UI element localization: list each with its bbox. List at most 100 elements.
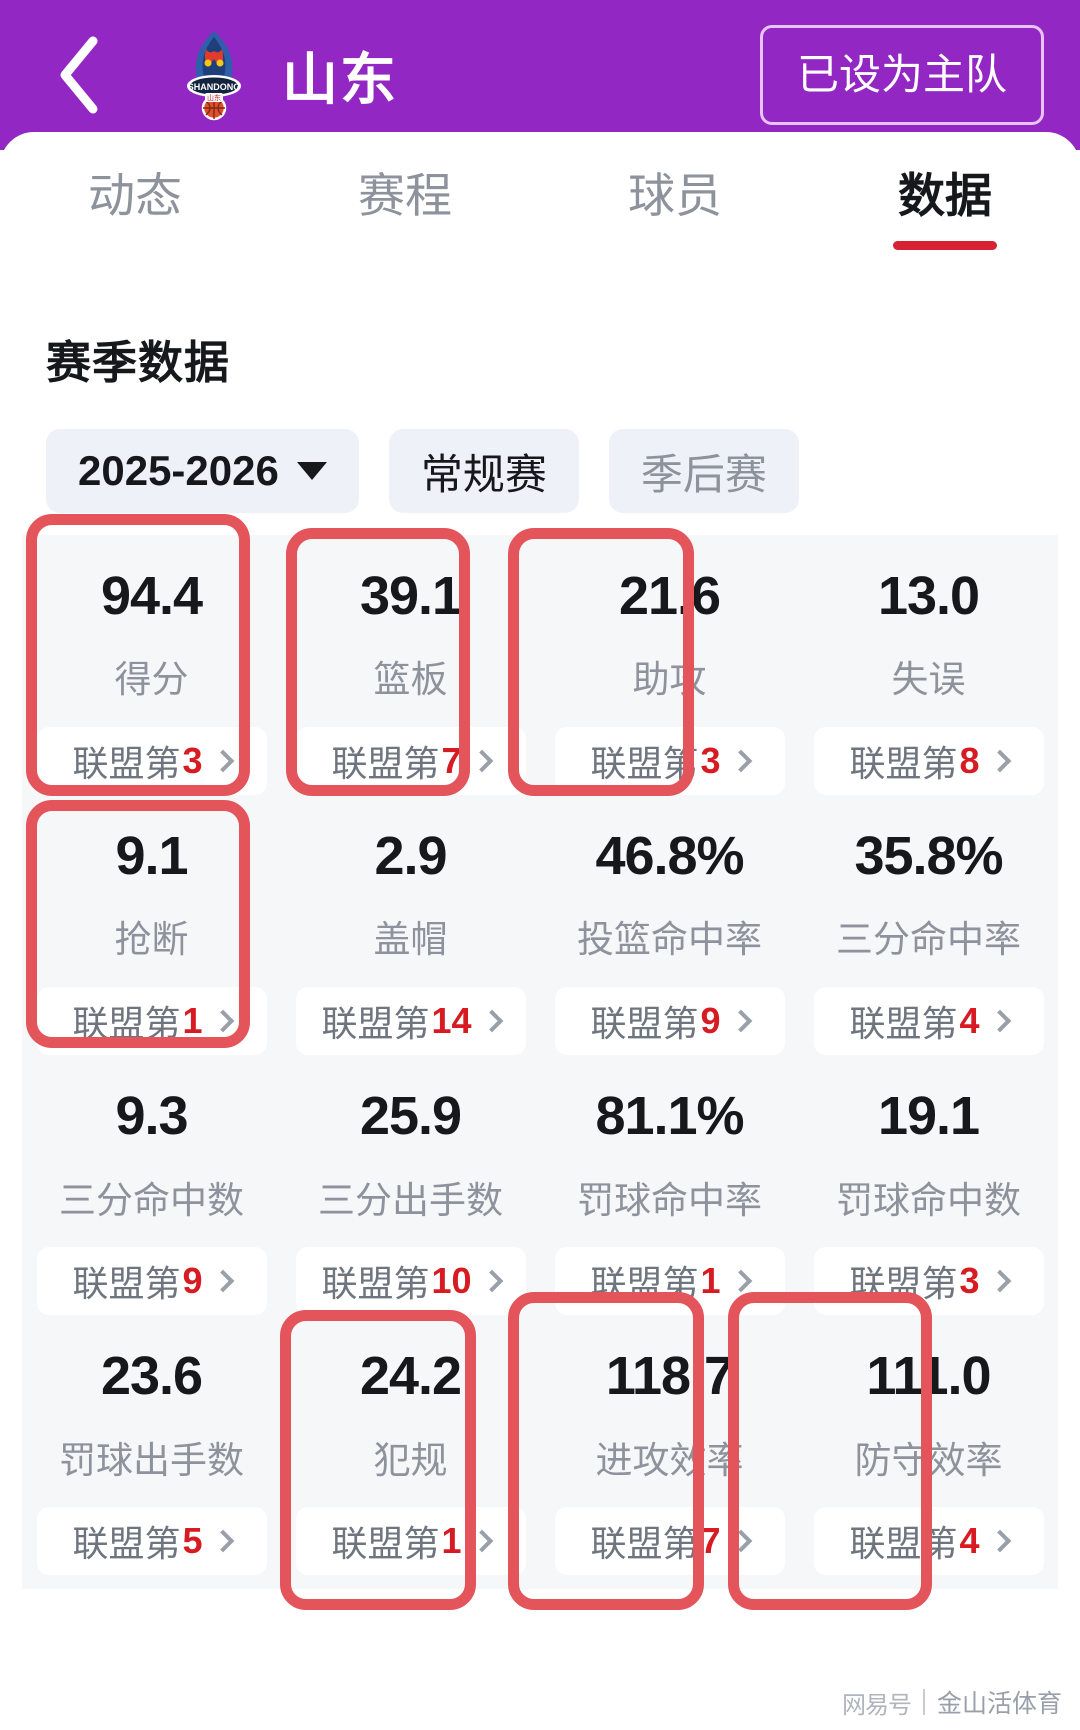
filter-regular-season[interactable]: 常规赛 (388, 429, 579, 513)
stat-label: 得分 (114, 659, 189, 701)
stat-cell: 9.1 抢断 联盟第 1 (22, 809, 281, 1069)
dragon-crest-icon: SHANDONG 山东 (187, 31, 241, 121)
stat-rank-pill[interactable]: 联盟第 9 (36, 1247, 267, 1316)
season-dropdown[interactable]: 2025-2026 (46, 429, 359, 513)
filter-row: 2025-2026 常规赛 季后赛 (46, 429, 1080, 513)
chevron-right-icon (729, 1009, 752, 1033)
stat-cell: 2.9 盖帽 联盟第 14 (281, 809, 540, 1069)
rank-number: 9 (182, 1260, 203, 1302)
stat-cell: 24.2 犯规 联盟第 1 (281, 1329, 540, 1589)
chevron-right-icon (988, 749, 1011, 773)
stat-value: 9.3 (115, 1086, 188, 1147)
tab-qiuyuan[interactable]: 球员 (540, 168, 810, 224)
stat-cell: 25.9 三分出手数联盟第 10 (281, 1069, 540, 1329)
stat-rank-pill[interactable]: 联盟第 1 (295, 1507, 526, 1576)
chevron-right-icon (211, 1529, 234, 1553)
stat-rank-pill[interactable]: 联盟第 1 (36, 987, 267, 1056)
rank-prefix: 联盟第 (72, 743, 181, 785)
tab-shuju[interactable]: 数据 (810, 168, 1080, 251)
filter-playoffs[interactable]: 季后赛 (608, 429, 799, 513)
rank-prefix: 联盟第 (72, 1263, 181, 1305)
tab-dongtai[interactable]: 动态 (0, 168, 270, 224)
rank-number: 1 (182, 1000, 203, 1042)
stat-cell: 23.6 罚球出手数 联盟第 5 (22, 1329, 281, 1589)
stat-label: 三分出手数 (318, 1179, 503, 1221)
section-title: 赛季数据 (46, 337, 231, 388)
rank-prefix: 联盟第 (849, 1523, 958, 1565)
chevron-right-icon (729, 749, 752, 773)
chevron-right-icon (470, 1529, 493, 1553)
stat-label: 三分命中数 (59, 1179, 244, 1221)
active-tab-indicator (893, 241, 997, 251)
stat-value: 21.6 (618, 566, 721, 626)
stat-rank-pill[interactable]: 联盟第 4 (813, 1507, 1044, 1576)
rank-number: 5 (182, 1520, 203, 1562)
chevron-right-icon (211, 1009, 234, 1033)
rank-number: 1 (441, 1520, 462, 1562)
rank-prefix: 联盟第 (849, 1263, 958, 1305)
rank-prefix: 联盟第 (331, 1523, 440, 1565)
set-home-team-button[interactable]: 已设为主队 (759, 25, 1044, 125)
rank-prefix: 联盟第 (321, 1263, 430, 1305)
stat-label: 罚球命中数 (836, 1179, 1021, 1221)
rank-number: 14 (431, 1000, 472, 1042)
stat-cell: 35.8% 三分命中率 联盟第 4 (799, 809, 1058, 1069)
tab-label: 数据 (898, 169, 992, 222)
stat-value: 39.1 (359, 566, 462, 626)
stat-rank-pill[interactable]: 联盟第 3 (36, 727, 267, 796)
stat-cell: 46.8% 投篮命中率 联盟第 9 (540, 809, 799, 1069)
rank-number: 4 (959, 1000, 980, 1042)
stat-value: 25.9 (359, 1086, 462, 1147)
rank-prefix: 联盟第 (72, 1523, 181, 1565)
stat-label: 助攻 (632, 659, 707, 701)
tab-saicheng[interactable]: 赛程 (270, 168, 540, 224)
rank-prefix: 联盟第 (590, 1003, 699, 1045)
stat-cell: 81.1% 罚球命中率 联盟第 1 (540, 1069, 799, 1329)
stat-label: 篮板 (373, 659, 448, 701)
stat-rank-pill[interactable]: 联盟第 4 (813, 987, 1044, 1056)
rank-prefix: 联盟第 (849, 1003, 958, 1045)
stat-rank-pill[interactable]: 联盟第 8 (813, 727, 1044, 796)
stat-cell: 111.0 防守效率 联盟第 4 (799, 1329, 1058, 1589)
rank-number: 3 (182, 740, 203, 782)
rank-number: 7 (441, 740, 462, 782)
rank-prefix: 联盟第 (590, 1263, 699, 1305)
svg-text:SHANDONG: SHANDONG (188, 82, 241, 92)
stat-label: 三分命中率 (836, 919, 1021, 961)
stat-rank-pill[interactable]: 联盟第 5 (36, 1507, 267, 1576)
stat-rank-pill[interactable]: 联盟第 1 (554, 1247, 785, 1316)
chevron-right-icon (988, 1009, 1011, 1033)
rank-prefix: 联盟第 (331, 743, 440, 785)
season-dropdown-label: 2025-2026 (78, 447, 279, 494)
tab-bar-container: 动态 赛程 球员 数据 (0, 132, 1080, 280)
back-button[interactable] (44, 32, 114, 118)
stat-value: 118.7 (605, 1346, 734, 1407)
chevron-right-icon (480, 1269, 503, 1293)
stat-cell: 19.1 罚球命中数 联盟第 3 (799, 1069, 1058, 1329)
stat-value: 46.8% (595, 826, 744, 887)
stat-label: 失误 (891, 659, 966, 701)
app-header: SHANDONG 山东 山东 已设为主队 (0, 0, 1080, 150)
stat-rank-pill[interactable]: 联盟第 7 (295, 727, 526, 796)
watermark-platform: 网易号 (841, 1691, 912, 1719)
stat-rank-pill[interactable]: 联盟第 3 (813, 1247, 1044, 1316)
season-stats-grid: 94.4 得分 联盟第 3 39.1 篮板 联盟第 7 21.6 助攻 联盟第 3 13.0 失误 联盟第 8… (22, 535, 1058, 1590)
chevron-right-icon (470, 749, 493, 773)
stat-rank-pill[interactable]: 联盟第 7 (554, 1507, 785, 1576)
stat-rank-pill[interactable]: 联盟第 14 (295, 987, 526, 1056)
stat-rank-pill[interactable]: 联盟第 10 (295, 1247, 526, 1316)
stat-rank-pill[interactable]: 联盟第 9 (554, 987, 785, 1056)
team-logo: SHANDONG 山东 (172, 29, 256, 121)
page-title: 山东 (282, 47, 398, 111)
rank-number: 4 (959, 1520, 980, 1562)
rank-prefix: 联盟第 (849, 743, 958, 785)
stat-value: 81.1% (595, 1086, 744, 1147)
stat-cell: 94.4 得分 联盟第 3 (22, 549, 281, 809)
chevron-right-icon (480, 1009, 503, 1033)
rank-number: 10 (431, 1260, 472, 1302)
tab-bar: 动态 赛程 球员 数据 (0, 132, 1080, 280)
rank-number: 3 (700, 740, 721, 782)
stat-label: 进攻效率 (595, 1439, 744, 1481)
stat-rank-pill[interactable]: 联盟第 3 (554, 727, 785, 796)
rank-prefix: 联盟第 (590, 743, 699, 785)
